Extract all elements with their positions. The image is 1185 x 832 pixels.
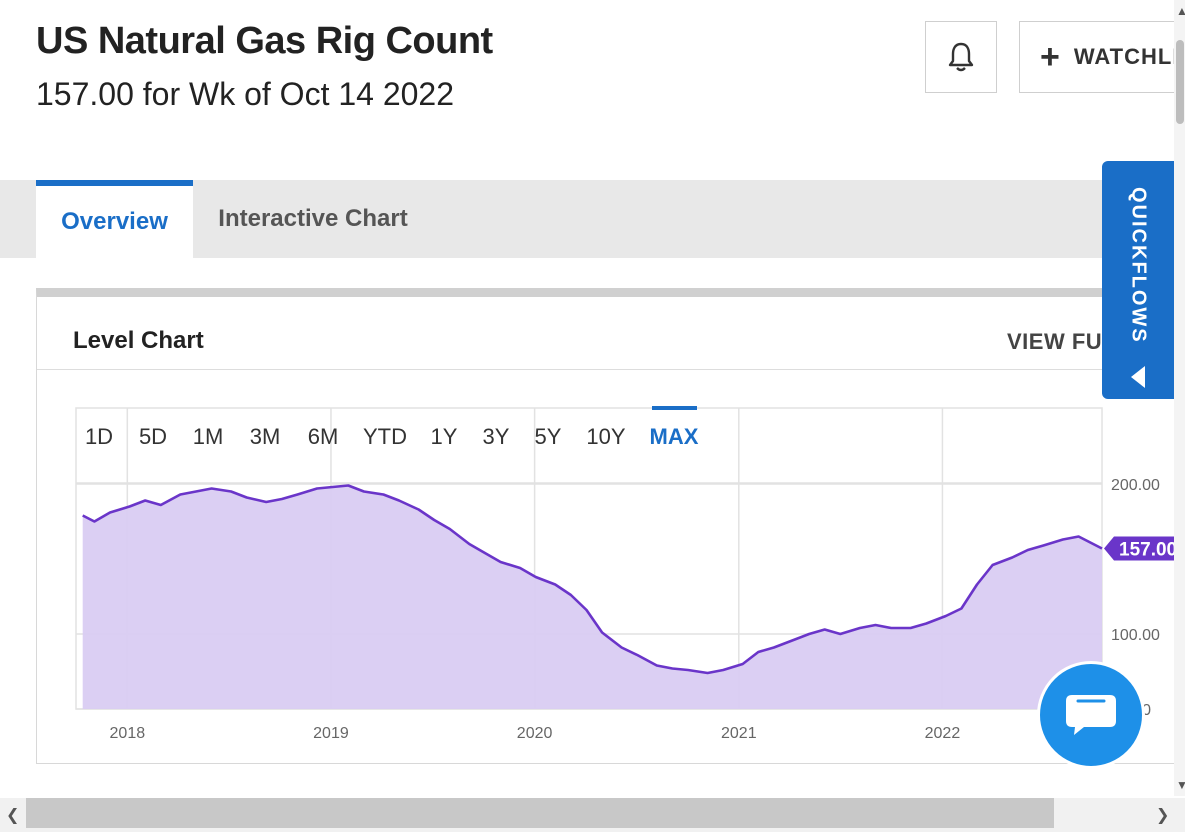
series-line bbox=[82, 484, 1103, 675]
card-divider bbox=[37, 369, 1185, 370]
last-value-label: 157.00 bbox=[1119, 540, 1177, 561]
plus-icon: + bbox=[1040, 38, 1060, 76]
tab-interactive-chart[interactable]: Interactive Chart bbox=[218, 205, 408, 232]
last-value-badge bbox=[1104, 536, 1175, 561]
x-tick-label: 2019 bbox=[313, 725, 349, 742]
add-to-watchlist-button[interactable]: + WATCHLI bbox=[1019, 21, 1185, 93]
range-button-1m[interactable]: 1M bbox=[192, 424, 224, 449]
page-title: US Natural Gas Rig Count bbox=[36, 20, 493, 62]
vertical-scroll-thumb[interactable] bbox=[1176, 40, 1184, 124]
chat-button[interactable] bbox=[1037, 661, 1145, 769]
view-full-chart-link[interactable]: VIEW FUL bbox=[1007, 329, 1117, 354]
active-range-indicator bbox=[652, 406, 697, 410]
scroll-left-icon[interactable]: ❮ bbox=[6, 807, 20, 824]
tab-bar: Overview Interactive Chart bbox=[0, 180, 1175, 258]
watchlist-label: WATCHLI bbox=[1073, 44, 1180, 69]
tab-overview[interactable]: Overview bbox=[36, 180, 193, 258]
range-button-1d[interactable]: 1D bbox=[84, 424, 114, 449]
x-tick-label: 2018 bbox=[110, 725, 146, 742]
range-button-1y[interactable]: 1Y bbox=[430, 424, 458, 449]
page-subtitle: 157.00 for Wk of Oct 14 2022 bbox=[36, 76, 455, 112]
vertical-scrollbar[interactable] bbox=[1174, 0, 1185, 796]
y-tick-label: 100.00 bbox=[1111, 627, 1160, 644]
scroll-up-icon[interactable]: ▲ bbox=[1176, 4, 1185, 18]
card-title: Level Chart bbox=[73, 327, 204, 354]
scroll-right-icon[interactable]: ❯ bbox=[1156, 807, 1170, 824]
caret-left-icon bbox=[1131, 365, 1145, 388]
range-button-10y[interactable]: 10Y bbox=[586, 424, 626, 449]
quickflows-label: QUICKFLOWS bbox=[1127, 187, 1150, 344]
series-area bbox=[82, 485, 1102, 709]
x-tick-label: 2020 bbox=[517, 725, 553, 742]
bell-icon bbox=[948, 42, 974, 72]
range-button-6m[interactable]: 6M bbox=[307, 424, 339, 449]
scroll-down-icon[interactable]: ▼ bbox=[1176, 778, 1185, 792]
horizontal-scroll-thumb[interactable] bbox=[26, 798, 1054, 828]
alert-button[interactable] bbox=[925, 21, 997, 93]
quickflows-panel-toggle[interactable]: QUICKFLOWS bbox=[1102, 161, 1174, 399]
y-tick-label: 200.00 bbox=[1111, 477, 1160, 494]
range-button-ytd[interactable]: YTD bbox=[363, 424, 407, 449]
chat-icon bbox=[1066, 695, 1116, 735]
range-button-3y[interactable]: 3Y bbox=[482, 424, 510, 449]
range-button-3m[interactable]: 3M bbox=[249, 424, 281, 449]
range-button-max[interactable]: MAX bbox=[649, 424, 699, 449]
range-button-5y[interactable]: 5Y bbox=[534, 424, 562, 449]
x-tick-label: 2022 bbox=[925, 725, 961, 742]
range-button-5d[interactable]: 5D bbox=[138, 424, 168, 449]
x-tick-label: 2021 bbox=[721, 725, 757, 742]
